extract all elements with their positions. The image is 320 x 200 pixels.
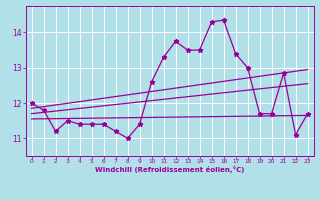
X-axis label: Windchill (Refroidissement éolien,°C): Windchill (Refroidissement éolien,°C) (95, 166, 244, 173)
